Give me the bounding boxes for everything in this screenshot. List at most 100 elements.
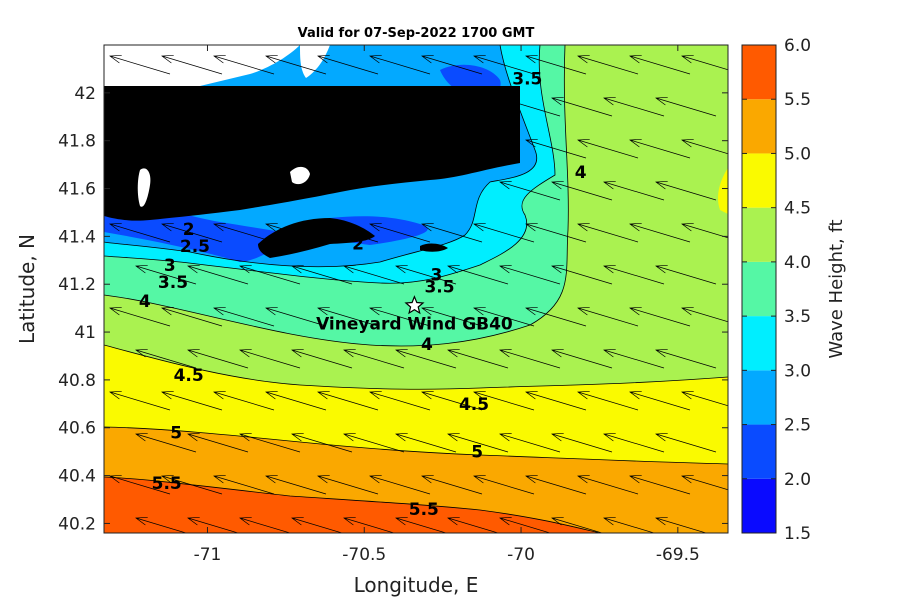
wave-arrow: [681, 474, 728, 491]
wave-arrow: [551, 516, 604, 533]
colorbar-bin: [742, 153, 776, 208]
wave-arrow: [265, 54, 327, 75]
wave-arrow: [369, 54, 431, 75]
wave-arrow: [187, 432, 249, 453]
wave-arrow: [317, 54, 379, 75]
wave-arrow: [265, 390, 327, 411]
land-white-north: [104, 45, 300, 86]
wave-arrow: [369, 390, 431, 411]
wave-arrow: [629, 474, 691, 495]
colorbar: [741, 44, 777, 534]
colorbar-bin: [742, 478, 776, 533]
wave-arrow: [577, 306, 639, 327]
wave-arrow: [525, 390, 587, 411]
y-tick-label: 40.6: [58, 419, 96, 439]
wave-arrow: [629, 54, 691, 75]
wave-arrow: [551, 264, 613, 285]
contour-label: 5: [471, 443, 483, 463]
wave-arrow: [655, 348, 717, 369]
wave-arrow: [135, 516, 188, 533]
wave-arrow: [551, 348, 613, 369]
contour-label: 2: [352, 235, 364, 255]
wave-arrow: [655, 96, 717, 117]
colorbar-label: Wave Height, ft: [826, 219, 847, 358]
wave-arrow: [187, 516, 240, 533]
wave-arrow: [421, 306, 483, 327]
wave-arrow: [525, 222, 587, 243]
wave-arrow: [395, 264, 457, 285]
wave-arrow: [603, 264, 665, 285]
colorbar-tick-label: 2.0: [784, 470, 811, 490]
wave-arrow: [109, 306, 171, 327]
y-tick-label: 41: [74, 323, 96, 343]
colorbar-tick-label: 4.0: [784, 253, 811, 273]
wave-arrow: [395, 348, 457, 369]
y-axis-label: Latitude, N: [15, 234, 39, 344]
wave-arrow: [473, 54, 535, 75]
contour-label: 5.5: [152, 474, 182, 494]
wave-arrow: [499, 432, 561, 453]
land-mainland: [104, 86, 520, 221]
colorbar-bin: [742, 45, 776, 100]
wave-arrow: [603, 432, 665, 453]
colorbar-frame: [741, 44, 777, 534]
land-nantucket: [420, 243, 448, 252]
wave-arrow: [577, 138, 639, 159]
site-star-icon: [404, 295, 425, 315]
wave-arrow: [629, 138, 691, 159]
wave-arrow: [577, 54, 639, 75]
colorbar-tick-label: 1.5: [784, 524, 811, 544]
wave-arrow: [343, 432, 405, 453]
wave-arrow: [577, 222, 639, 243]
wave-arrow: [213, 222, 275, 243]
colorbar-tick-label: 4.5: [784, 199, 811, 219]
wave-arrow: [473, 474, 535, 495]
y-tick-label: 41.2: [58, 275, 96, 295]
colorbar-bin: [742, 261, 776, 317]
wave-arrow: [317, 306, 379, 327]
wave-arrow: [421, 54, 483, 75]
wave-arrow: [655, 432, 717, 453]
wave-arrow: [239, 348, 301, 369]
wave-arrow: [447, 264, 509, 285]
wave-arrow: [551, 96, 613, 117]
wave-arrow: [421, 474, 483, 495]
y-tick-label: 41.6: [58, 180, 96, 200]
contour-label: 3.5: [424, 278, 454, 298]
wave-arrow: [473, 222, 535, 243]
wave-arrow: [681, 54, 728, 71]
land: [104, 45, 520, 258]
x-tick-label: -70: [507, 545, 535, 565]
contour-label: 2: [183, 220, 195, 240]
y-tick-label: 42: [74, 84, 96, 104]
wave-arrow: [135, 432, 197, 453]
wave-arrow: [525, 138, 587, 159]
wave-arrow: [135, 264, 197, 285]
contour-lines: [104, 45, 728, 533]
wave-arrow: [291, 264, 353, 285]
wave-arrow: [109, 54, 171, 75]
wave-arrow: [213, 390, 275, 411]
wave-arrow: [473, 306, 535, 327]
wave-arrow: [603, 516, 656, 533]
y-tick-label: 41.8: [58, 132, 96, 152]
wave-arrow: [291, 348, 353, 369]
wave-arrow: [291, 516, 344, 533]
wave-arrow: [395, 432, 457, 453]
wave-arrow: [239, 516, 292, 533]
wave-arrow: [239, 264, 301, 285]
x-axis-label: Longitude, E: [354, 573, 479, 597]
colorbar-tick-label: 3.5: [784, 307, 811, 327]
wave-arrow: [265, 222, 327, 243]
wave-arrow: [369, 306, 431, 327]
wave-arrow: [317, 222, 379, 243]
site-label: Vineyard Wind GB40: [316, 315, 513, 335]
contour-label: 5: [170, 424, 182, 444]
wave-arrow: [395, 516, 448, 533]
contour-label: 2.5: [180, 237, 210, 257]
wave-arrow: [499, 348, 561, 369]
